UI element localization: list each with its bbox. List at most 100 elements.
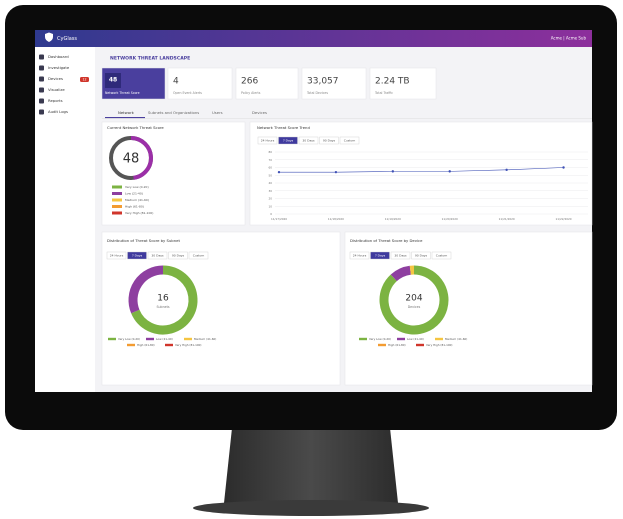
range-button-label[interactable]: 7 Days bbox=[132, 254, 143, 258]
range-button[interactable] bbox=[298, 136, 319, 145]
kpi-value: 33,057 bbox=[307, 77, 339, 87]
range-button[interactable] bbox=[127, 251, 147, 260]
tab[interactable]: Network bbox=[118, 110, 135, 115]
legend-swatch bbox=[112, 211, 122, 215]
kpi-value: 2.24 TB bbox=[375, 77, 410, 87]
kpi-label: Policy Alerts bbox=[241, 91, 261, 95]
kpi-card bbox=[235, 67, 299, 100]
range-button[interactable] bbox=[370, 251, 390, 260]
range-button-label[interactable]: 90 Days bbox=[415, 254, 428, 258]
x-tick-label: 11/20/2020 bbox=[442, 217, 458, 221]
trend-point bbox=[334, 170, 338, 174]
range-button[interactable] bbox=[431, 251, 452, 260]
y-tick-label: 20 bbox=[268, 197, 272, 201]
trend-point bbox=[391, 170, 395, 173]
range-button[interactable] bbox=[339, 136, 360, 145]
range-button-label[interactable]: Custom bbox=[344, 139, 356, 143]
sidebar-icon bbox=[39, 65, 44, 71]
x-tick-label: 11/22/2020 bbox=[555, 217, 571, 221]
legend-label: Very High (81-100) bbox=[125, 211, 153, 215]
user-menu[interactable]: Acme | Acme Sub bbox=[551, 36, 587, 41]
kpi-value: 4 bbox=[173, 77, 179, 87]
legend-label: High (61-80) bbox=[137, 343, 155, 347]
monitor-stand bbox=[224, 428, 398, 503]
legend-swatch bbox=[112, 192, 122, 195]
badge-text: 12 bbox=[82, 78, 86, 82]
donut-center-label: Devices bbox=[408, 305, 421, 309]
range-button-label[interactable]: 24 Hours bbox=[261, 139, 275, 143]
donut-center-value: 204 bbox=[405, 294, 422, 304]
x-tick-label: 11/21/2020 bbox=[499, 217, 515, 221]
range-button-label[interactable]: 7 Days bbox=[283, 139, 294, 143]
legend-swatch bbox=[435, 337, 443, 341]
range-button[interactable] bbox=[147, 251, 168, 260]
tab[interactable]: Devices bbox=[252, 110, 267, 115]
legend-swatch bbox=[359, 337, 367, 341]
y-tick-label: 0 bbox=[270, 212, 272, 216]
legend-swatch bbox=[127, 343, 135, 347]
tab[interactable]: Users bbox=[212, 110, 223, 115]
chart-title: Distribution of Threat Score by Device bbox=[350, 238, 423, 243]
logo: CyGlass bbox=[57, 36, 77, 42]
range-button[interactable] bbox=[319, 136, 339, 145]
legend-label: Medium (41-60) bbox=[194, 337, 216, 341]
sidebar-item[interactable]: Audit Logs bbox=[48, 109, 68, 114]
kpi-label: Total Devices bbox=[306, 91, 328, 95]
logo-icon bbox=[45, 32, 53, 42]
legend-swatch bbox=[184, 337, 192, 341]
legend-swatch bbox=[416, 343, 424, 347]
range-button-label[interactable]: 30 Days bbox=[151, 254, 164, 258]
tab-underline bbox=[105, 117, 145, 119]
kpi-value-box bbox=[105, 73, 121, 88]
kpi-label: Total Traffic bbox=[374, 91, 393, 95]
y-tick-label: 40 bbox=[268, 181, 272, 185]
page-title: NETWORK THREAT LANDSCAPE bbox=[110, 56, 190, 62]
donut-segment bbox=[379, 265, 449, 335]
legend-label: High (61-80) bbox=[388, 343, 406, 347]
badge bbox=[80, 77, 89, 82]
range-button-label[interactable]: 30 Days bbox=[394, 254, 407, 258]
range-button-label[interactable]: 7 Days bbox=[375, 254, 386, 258]
range-button-label[interactable]: 24 Hours bbox=[110, 254, 124, 258]
tab[interactable]: Subnets and Organizations bbox=[148, 110, 199, 115]
sidebar-item[interactable]: Dashboard bbox=[48, 54, 69, 59]
legend-label: Very Low (0-20) bbox=[125, 185, 149, 189]
y-tick-label: 10 bbox=[268, 204, 272, 208]
range-button[interactable] bbox=[349, 251, 370, 260]
range-button-label[interactable]: 90 Days bbox=[323, 139, 336, 143]
range-button-label[interactable]: 90 Days bbox=[172, 254, 185, 258]
y-tick-label: 30 bbox=[268, 189, 272, 193]
kpi-card bbox=[301, 67, 367, 100]
sidebar-item[interactable]: Visualize bbox=[48, 87, 65, 92]
kpi-card bbox=[167, 67, 233, 100]
sidebar-item[interactable]: Reports bbox=[48, 98, 63, 103]
legend-label: Medium (41-60) bbox=[445, 337, 467, 341]
x-tick-label: 11/17/2020 bbox=[271, 217, 287, 221]
range-button-label[interactable]: Custom bbox=[193, 254, 205, 258]
range-button[interactable] bbox=[278, 136, 298, 145]
range-button[interactable] bbox=[168, 251, 188, 260]
legend-swatch bbox=[397, 337, 405, 341]
sidebar-item[interactable]: Investigate bbox=[48, 65, 70, 70]
sidebar-item[interactable]: Devices bbox=[48, 76, 63, 81]
range-button[interactable] bbox=[106, 251, 127, 260]
y-tick-label: 80 bbox=[268, 150, 272, 154]
trend-line bbox=[279, 167, 564, 173]
chart-title: Network Threat Score Trend bbox=[257, 125, 310, 130]
trend-point bbox=[562, 166, 565, 169]
sidebar-icon bbox=[39, 109, 44, 115]
range-button-label[interactable]: Custom bbox=[436, 254, 448, 258]
range-button-label[interactable]: 24 Hours bbox=[353, 254, 367, 258]
legend-label: Low (21-40) bbox=[125, 192, 143, 196]
sidebar-icon bbox=[39, 76, 44, 82]
range-button[interactable] bbox=[257, 136, 278, 145]
x-tick-label: 11/19/2020 bbox=[385, 217, 401, 221]
range-button[interactable] bbox=[411, 251, 431, 260]
legend-swatch bbox=[112, 198, 122, 202]
range-button-label[interactable]: 30 Days bbox=[302, 139, 315, 143]
kpi-label: Network Threat Score bbox=[105, 91, 140, 95]
legend-label: Low (21-40) bbox=[407, 337, 424, 341]
card-title: Current Network Threat Score bbox=[107, 125, 164, 130]
range-button[interactable] bbox=[390, 251, 411, 260]
range-button[interactable] bbox=[188, 251, 209, 260]
